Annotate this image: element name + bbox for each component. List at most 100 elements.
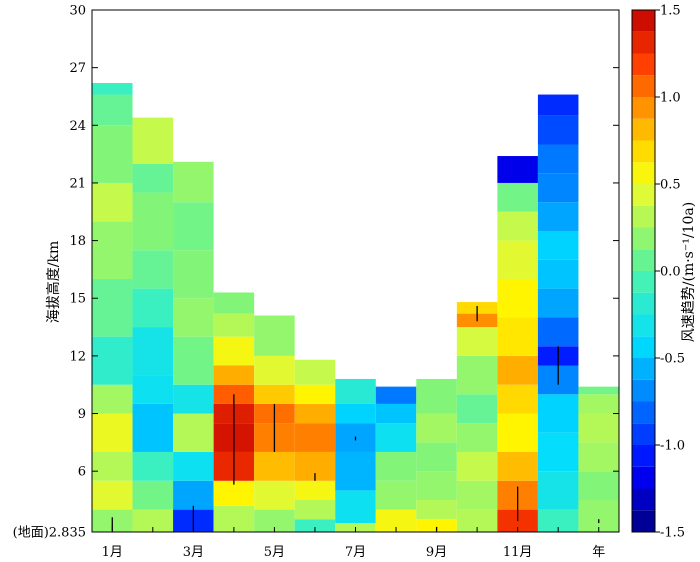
colorbar-swatch <box>632 466 655 489</box>
colorbar-swatch <box>632 97 655 119</box>
heatmap-cell <box>578 442 619 472</box>
colorbar-ticks: 1.5 1.0 0.5 0.0 -0.5 -1.0 -1.5 <box>655 4 685 541</box>
x-tick-label: 7月 <box>345 545 366 560</box>
heatmap-cell <box>173 384 214 414</box>
y-tick-label: 6 <box>78 465 86 480</box>
heatmap-cell <box>497 384 538 414</box>
colorbar-swatch <box>632 271 655 293</box>
heatmap-cell <box>132 327 174 376</box>
heatmap-cell <box>132 375 174 404</box>
heatmap-cell <box>456 327 498 356</box>
heatmap-cell <box>497 156 538 183</box>
heatmap-cell <box>578 386 619 395</box>
heatmap-cell <box>456 423 498 452</box>
heatmap-cell <box>537 394 579 433</box>
heatmap-cell <box>173 161 214 203</box>
colorbar-tick-label: 0.5 <box>660 178 681 193</box>
heatmap-cell <box>213 365 255 385</box>
y-axis-label: 海拔高度/km <box>45 241 62 323</box>
colorbar-tick-label: -0.5 <box>660 352 685 367</box>
colorbar-swatch <box>632 31 655 54</box>
heatmap-cell <box>456 394 498 424</box>
heatmap-cell <box>132 288 174 328</box>
heatmap-cell <box>375 480 417 510</box>
heatmap-cell <box>578 471 619 500</box>
heatmap-cell <box>537 230 579 260</box>
heatmap-cell <box>213 336 255 366</box>
heatmap-cell <box>173 298 214 337</box>
y-tick-label: 21 <box>69 176 86 191</box>
heatmap-cell <box>537 288 579 318</box>
heatmap-cell <box>254 355 295 385</box>
colorbar-swatch <box>632 379 655 402</box>
heatmap-cell <box>375 423 417 452</box>
colorbar-swatch <box>632 10 655 32</box>
colorbar-swatch <box>632 227 655 250</box>
heatmap-cell <box>92 336 133 385</box>
heatmap-cell <box>173 202 214 251</box>
y-tick-label: 9 <box>78 407 86 422</box>
heatmap-cell <box>213 480 255 506</box>
heatmap-cell <box>92 221 133 280</box>
heatmap-cells <box>92 83 619 532</box>
heatmap-cell <box>132 451 174 481</box>
heatmap-cell <box>213 292 255 314</box>
heatmap-cell <box>537 115 579 145</box>
heatmap-cell <box>173 413 214 452</box>
heatmap-cell <box>375 509 417 532</box>
heatmap-cell <box>294 519 336 532</box>
heatmap-cell <box>456 451 498 481</box>
colorbar-swatch <box>632 53 655 76</box>
heatmap-cell <box>173 480 214 510</box>
colorbar-swatch <box>632 445 655 467</box>
heatmap-cell <box>497 279 538 318</box>
heatmap-cell <box>456 480 498 510</box>
heatmap-cell <box>254 509 295 532</box>
heatmap-cell <box>294 500 336 520</box>
heatmap-cell <box>132 117 174 164</box>
heatmap-cell <box>416 378 457 414</box>
colorbar-tick-label: 0.0 <box>660 265 681 280</box>
x-axis: 1月 3月 5月 7月 9月 11月 年 <box>102 527 605 560</box>
x-tick-label: 1月 <box>102 545 123 560</box>
colorbar-label: 风速趋势/(m·s⁻¹/10a) <box>681 202 697 342</box>
heatmap-cell <box>132 403 174 452</box>
x-tick-label: 9月 <box>426 545 447 560</box>
heatmap-cell <box>416 471 457 500</box>
heatmap-cell <box>132 480 174 510</box>
heatmap-cell <box>537 509 579 532</box>
heatmap-cell <box>173 336 214 385</box>
colorbar-swatch <box>632 314 655 337</box>
heatmap-cell <box>537 202 579 231</box>
heatmap-cell <box>132 250 174 289</box>
heatmap-cell <box>132 163 174 193</box>
heatmap-cell <box>294 359 336 385</box>
colorbar-swatch <box>632 162 655 184</box>
heatmap-cell <box>416 413 457 443</box>
heatmap-cell <box>578 413 619 443</box>
heatmap-cell <box>375 403 417 424</box>
heatmap-cell <box>254 451 295 481</box>
heatmap-cell <box>254 480 295 510</box>
heatmap-cell <box>213 313 255 337</box>
heatmap-cell <box>92 279 133 337</box>
colorbar-swatch <box>632 205 655 228</box>
heatmap-cell <box>416 500 457 520</box>
heatmap-cell <box>497 211 538 241</box>
heatmap-cell <box>578 394 619 414</box>
heatmap-cell <box>497 317 538 356</box>
heatmap-cell <box>537 317 579 347</box>
colorbar-tick-label: -1.5 <box>660 526 685 541</box>
x-tick-label: 年 <box>592 545 605 560</box>
heatmap-cell <box>92 83 133 95</box>
heatmap-cell <box>173 250 214 299</box>
colorbar-swatch <box>632 184 655 206</box>
colorbar-tick-label: -1.0 <box>660 439 685 454</box>
heatmap-cell <box>537 471 579 510</box>
heatmap-cell <box>254 384 295 404</box>
heatmap-cell <box>335 490 376 524</box>
heatmap-cell <box>537 94 579 116</box>
y-axis: (地面)2.835 6 9 12 15 18 21 24 27 30 <box>13 4 619 541</box>
heatmap-cell <box>92 384 133 414</box>
heatmap-cell <box>578 500 619 532</box>
